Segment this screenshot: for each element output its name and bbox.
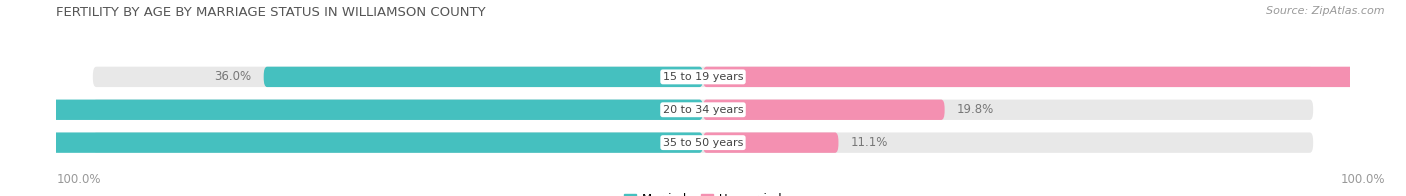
FancyBboxPatch shape (93, 132, 1313, 153)
Text: 11.1%: 11.1% (851, 136, 889, 149)
FancyBboxPatch shape (703, 132, 838, 153)
FancyBboxPatch shape (93, 100, 1313, 120)
Text: FERTILITY BY AGE BY MARRIAGE STATUS IN WILLIAMSON COUNTY: FERTILITY BY AGE BY MARRIAGE STATUS IN W… (56, 6, 486, 19)
FancyBboxPatch shape (703, 100, 945, 120)
FancyBboxPatch shape (0, 132, 703, 153)
Text: 35 to 50 years: 35 to 50 years (662, 138, 744, 148)
FancyBboxPatch shape (0, 100, 703, 120)
Text: 15 to 19 years: 15 to 19 years (662, 72, 744, 82)
Text: 100.0%: 100.0% (56, 173, 101, 186)
Text: Source: ZipAtlas.com: Source: ZipAtlas.com (1267, 6, 1385, 16)
Legend: Married, Unmarried: Married, Unmarried (620, 188, 786, 196)
Text: 36.0%: 36.0% (214, 70, 252, 83)
Text: 100.0%: 100.0% (1340, 173, 1385, 186)
Text: 19.8%: 19.8% (957, 103, 994, 116)
FancyBboxPatch shape (93, 67, 1313, 87)
FancyBboxPatch shape (703, 67, 1406, 87)
FancyBboxPatch shape (264, 67, 703, 87)
Text: 20 to 34 years: 20 to 34 years (662, 105, 744, 115)
